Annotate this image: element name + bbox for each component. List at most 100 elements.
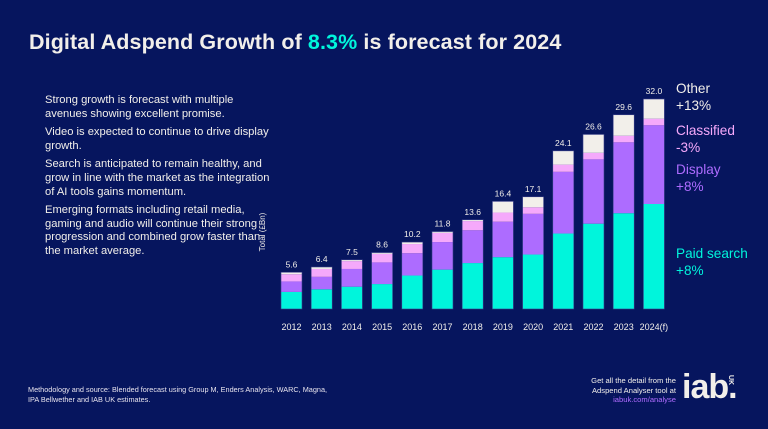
bar-segment-display [311, 276, 333, 290]
bar-segment-classified [401, 244, 423, 254]
x-tick-label: 2013 [312, 322, 332, 332]
bar-segment-other [311, 267, 333, 269]
x-tick-label: 2018 [463, 322, 483, 332]
total-label: 7.5 [346, 247, 358, 257]
bar-stack-2023 [612, 114, 635, 310]
bar-segment-other [522, 196, 544, 208]
bar-segment-classified [341, 261, 363, 269]
total-label: 16.4 [495, 188, 512, 198]
bar-segment-other [643, 99, 665, 119]
legend-item-paid-search: Paid search +8% [676, 246, 748, 279]
total-label: 6.4 [316, 254, 328, 264]
bar-segment-classified [552, 164, 574, 172]
bar-stack-2020 [522, 196, 544, 310]
total-label: 32.0 [646, 86, 663, 96]
summary-paragraph: Emerging formats including retail media,… [45, 204, 261, 257]
bar-segment-display [341, 268, 363, 287]
bar-segment-classified [432, 232, 453, 243]
bar-segment-other [401, 242, 423, 245]
bar-segment-classified [492, 212, 514, 222]
legend-label: Other [676, 81, 710, 96]
legend-label: Display [676, 162, 721, 177]
legend-item-other: Other +13% [676, 81, 711, 114]
bar-segment-paid-search [341, 286, 363, 309]
x-tick-label: 2015 [372, 322, 392, 332]
y-axis-label: Total (£Bn) [258, 212, 267, 251]
legend-label: Paid search [676, 246, 748, 261]
bar-stack-2024(f) [643, 98, 665, 310]
x-tick-label: 2014 [342, 322, 362, 332]
bar-segment-other [552, 150, 574, 165]
bar-outline [582, 134, 605, 310]
bar-segment-paid-search [643, 204, 665, 309]
bar-segment-paid-search [432, 269, 453, 309]
bar-segment-display [583, 159, 604, 224]
total-label: 8.6 [376, 240, 388, 250]
total-label: 10.2 [404, 229, 421, 239]
bar-segment-classified [311, 268, 333, 277]
x-tick-label: 2017 [432, 322, 452, 332]
bar-outline [522, 196, 544, 310]
bar-segment-display [281, 281, 302, 292]
bar-segment-display [492, 221, 514, 258]
bar-segment-paid-search [371, 284, 393, 309]
bar-stack-2016 [401, 241, 424, 310]
bar-outline [280, 271, 303, 310]
bar-segment-other [583, 134, 604, 153]
bar-outline [401, 241, 424, 310]
legend-item-classified: Classified -3% [676, 123, 735, 156]
bar-stack-2013 [310, 266, 333, 310]
bar-outline [612, 114, 635, 310]
page-title: Digital Adspend Growth of 8.3% is foreca… [29, 30, 561, 55]
bar-stack-2012 [280, 271, 303, 310]
bar-outline [371, 252, 393, 310]
bar-stack-2018 [461, 219, 484, 310]
total-label: 11.8 [435, 219, 451, 229]
bar-outline [431, 231, 454, 310]
bar-segment-paid-search [281, 291, 302, 309]
bar-outline [341, 259, 363, 310]
bar-segment-display [371, 262, 393, 285]
bar-outline [552, 150, 575, 310]
bar-segment-classified [462, 221, 484, 231]
bar-stack-2017 [431, 231, 454, 310]
total-label: 5.6 [286, 259, 298, 269]
call-to-action: Get all the detail from the Adspend Anal… [560, 376, 676, 405]
x-tick-label: 2012 [281, 322, 301, 332]
bar-stack-2015 [371, 252, 393, 310]
legend-change: -3% [676, 139, 701, 155]
bar-segment-paid-search [613, 213, 635, 309]
cta-line: Get all the detail from the [591, 376, 676, 385]
bar-segment-paid-search [583, 223, 604, 309]
bar-segment-paid-search [522, 254, 544, 309]
analyser-link[interactable]: iabuk.com/analyse [613, 395, 676, 405]
bar-outline [461, 219, 484, 310]
summary-text: Strong growth is forecast with multiple … [45, 94, 270, 264]
methodology-source: Methodology and source: Blended forecast… [28, 385, 328, 404]
total-label: 17.1 [525, 184, 542, 194]
summary-paragraph: Search is anticipated to remain healthy,… [45, 158, 270, 198]
bar-segment-paid-search [462, 263, 484, 309]
iab-logo: iab. [682, 368, 738, 406]
x-tick-label: 2020 [523, 322, 543, 332]
title-highlight: 8.3% [307, 30, 358, 54]
bar-segment-other [281, 272, 302, 275]
bar-stack-2019 [492, 201, 514, 310]
bar-outline [310, 266, 333, 310]
x-tick-label: 2021 [553, 322, 573, 332]
bar-stack-2022 [582, 134, 605, 310]
bar-segment-paid-search [492, 257, 514, 309]
bar-segment-display [462, 230, 484, 264]
summary-paragraph: Strong growth is forecast with multiple … [45, 94, 234, 120]
title-prefix: Digital Adspend Growth of [29, 30, 308, 54]
bar-segment-classified [583, 152, 604, 160]
bar-segment-other [341, 259, 363, 262]
bar-segment-other [613, 114, 635, 136]
title-suffix: is forecast for 2024 [357, 30, 562, 54]
legend-item-display: Display +8% [676, 162, 721, 195]
bar-stack-2014 [341, 259, 363, 310]
legend-change: +13% [676, 97, 712, 113]
x-tick-label: 2022 [583, 322, 603, 332]
legend-change: +8% [676, 178, 704, 194]
